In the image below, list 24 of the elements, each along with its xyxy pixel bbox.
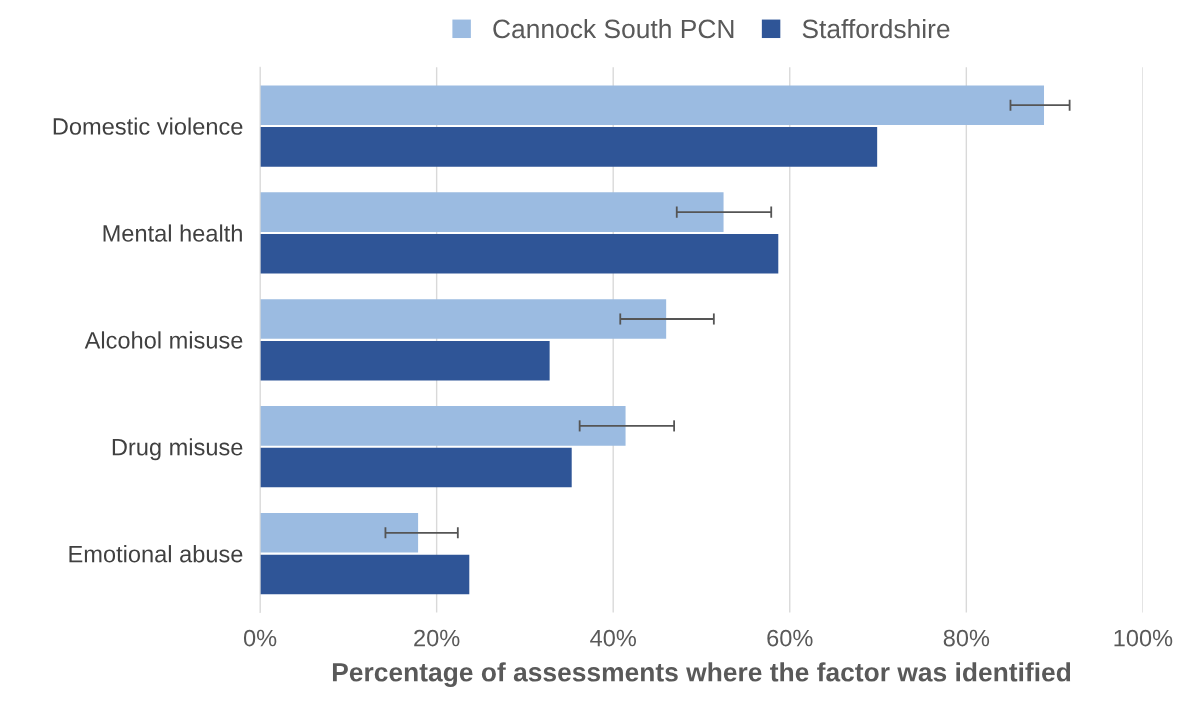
x-axis-title: Percentage of assessments where the factor was identified xyxy=(332,662,1071,687)
x-tick-label: 100% xyxy=(1114,629,1173,647)
y-tick-label: Alcohol misuse xyxy=(84,331,243,349)
legend-label: Cannock South PCN xyxy=(493,18,734,39)
bar xyxy=(260,127,878,167)
bar xyxy=(260,299,667,339)
y-tick-label: Drug misuse xyxy=(112,438,243,461)
y-tick-label: Domestic violence xyxy=(53,117,243,135)
x-tick-label: 20% xyxy=(414,629,460,647)
y-tick-label: Mental health xyxy=(103,224,242,242)
x-tick-label: 80% xyxy=(943,629,990,647)
bar xyxy=(260,513,419,553)
bar xyxy=(260,85,1045,125)
bar xyxy=(260,447,572,488)
y-tick-label: Emotional abuse xyxy=(69,545,243,563)
bar xyxy=(260,192,724,232)
bar xyxy=(260,234,779,274)
x-tick-label: 0% xyxy=(243,629,277,647)
legend-label: Staffordshire xyxy=(802,18,950,39)
bar xyxy=(260,554,470,595)
x-tick-label: 40% xyxy=(590,629,636,647)
bar xyxy=(260,406,626,446)
x-tick-label: 60% xyxy=(767,629,813,647)
bar xyxy=(260,340,550,381)
